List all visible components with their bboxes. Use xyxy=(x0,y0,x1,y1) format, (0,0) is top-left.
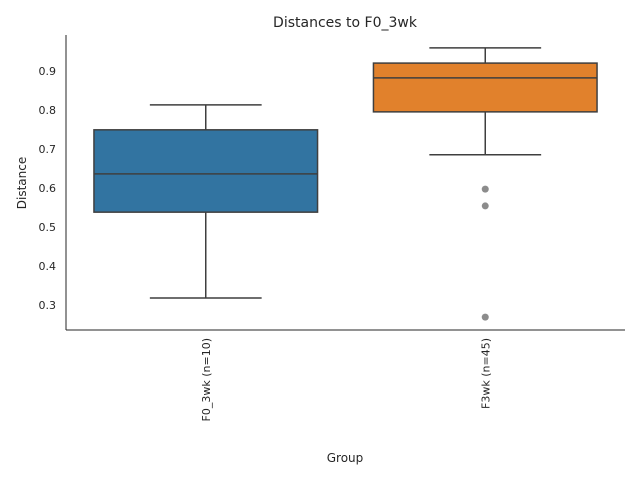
outlier-point xyxy=(481,185,489,193)
y-tick-label: 0.6 xyxy=(39,182,57,195)
y-tick-label: 0.4 xyxy=(39,260,57,273)
y-axis-label: Distance xyxy=(15,157,29,209)
x-axis-label: Group xyxy=(327,451,364,465)
x-tick-label: F3wk (n=45) xyxy=(479,338,492,409)
y-tick-label: 0.9 xyxy=(39,65,57,78)
outlier-point xyxy=(481,313,489,321)
y-tick-label: 0.7 xyxy=(39,143,57,156)
y-tick-label: 0.5 xyxy=(39,221,57,234)
y-tick-label: 0.3 xyxy=(39,299,57,312)
outlier-point xyxy=(481,202,489,210)
x-tick-label: F0_3wk (n=10) xyxy=(200,338,213,421)
box-iqr xyxy=(93,129,319,213)
y-tick-label: 0.8 xyxy=(39,104,57,117)
chart-title: Distances to F0_3wk xyxy=(273,15,418,31)
box-iqr xyxy=(372,62,598,113)
